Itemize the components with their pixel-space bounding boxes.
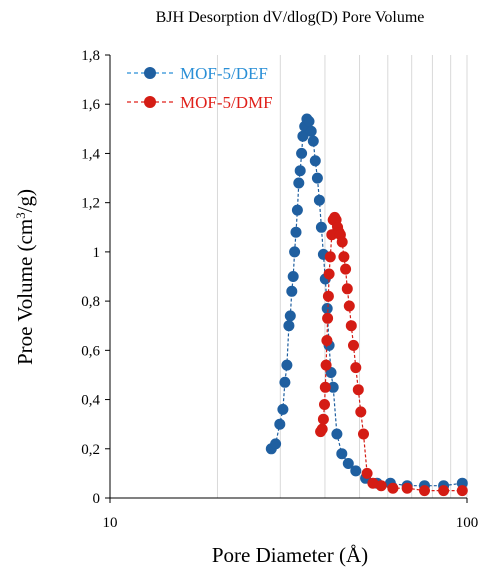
data-point (307, 135, 319, 147)
data-point (324, 251, 336, 263)
y-tick-label: 0,6 (81, 343, 100, 359)
data-point (318, 398, 330, 410)
x-tick-label: 100 (456, 515, 479, 531)
data-point (401, 482, 413, 494)
data-point (296, 147, 308, 159)
y-axis-title-end: /g) (13, 189, 37, 212)
data-point (321, 334, 333, 346)
data-point (311, 172, 323, 184)
legend-marker-def (144, 67, 156, 79)
y-tick-label: 1,6 (81, 97, 100, 113)
legend: MOF-5/DEF MOF-5/DMF (127, 64, 273, 112)
series (265, 113, 468, 497)
series-1 (315, 211, 468, 497)
legend-marker-dmf (144, 96, 156, 108)
data-point (322, 312, 334, 324)
data-point (277, 403, 289, 415)
y-tick-label: 0 (93, 491, 101, 507)
data-point (319, 381, 331, 393)
data-point (341, 283, 353, 295)
data-point (438, 485, 450, 497)
data-point (317, 413, 329, 425)
y-tick-label: 1,8 (81, 48, 100, 64)
y-tick-label: 0,8 (81, 294, 100, 310)
data-point (293, 177, 305, 189)
legend-item-def: MOF-5/DEF (127, 64, 268, 83)
grid (216, 55, 468, 498)
data-point (290, 226, 302, 238)
y-tick-label: 0,4 (81, 393, 100, 409)
legend-label-dmf: MOF-5/DMF (180, 93, 273, 112)
y-axis-title-sup: 3 (13, 212, 28, 219)
y-tick-label: 1 (93, 245, 101, 261)
data-point (323, 268, 335, 280)
data-point (291, 204, 303, 216)
data-point (375, 480, 387, 492)
y-tick-label: 1,4 (81, 146, 100, 162)
data-point (286, 285, 298, 297)
data-point (343, 300, 355, 312)
data-point (284, 310, 296, 322)
data-point (352, 384, 364, 396)
legend-label-def: MOF-5/DEF (180, 64, 268, 83)
data-point (274, 418, 286, 430)
data-point (347, 339, 359, 351)
data-point (321, 302, 333, 314)
data-point (355, 406, 367, 418)
data-point (315, 221, 327, 233)
data-point (287, 270, 299, 282)
data-point (387, 482, 399, 494)
x-axis-title: Pore Diameter (Å) (212, 543, 368, 567)
x-tick-label: 10 (103, 515, 118, 531)
y-tick-label: 0,2 (81, 442, 100, 458)
data-point (357, 428, 369, 440)
data-point (338, 251, 350, 263)
data-point (316, 423, 328, 435)
data-point (336, 448, 348, 460)
data-point (350, 362, 362, 374)
data-point (294, 165, 306, 177)
data-point (289, 246, 301, 258)
data-point (305, 125, 317, 137)
tick-labels: 0 0,2 0,4 0,6 0,8 1 1,2 1,4 1,6 1,8 10 100 (81, 48, 478, 531)
data-point (340, 263, 352, 275)
data-point (322, 290, 334, 302)
data-point (331, 428, 343, 440)
axes (105, 54, 468, 503)
chart-title: BJH Desorption dV/dlog(D) Pore Volume (156, 9, 425, 26)
data-point (281, 359, 293, 371)
y-axis-title-main: Proe Volume (cm (13, 219, 37, 365)
data-point (336, 236, 348, 248)
data-point (456, 485, 468, 497)
data-point (361, 467, 373, 479)
data-point (320, 359, 332, 371)
y-tick-label: 1,2 (81, 196, 100, 212)
data-point (309, 155, 321, 167)
data-point (270, 438, 282, 450)
legend-item-dmf: MOF-5/DMF (127, 93, 273, 112)
data-point (418, 485, 430, 497)
data-point (283, 320, 295, 332)
data-point (350, 465, 362, 477)
y-axis-title: Proe Volume (cm3/g) (13, 189, 38, 365)
data-point (345, 320, 357, 332)
data-point (342, 457, 354, 469)
data-point (303, 115, 315, 127)
data-point (313, 194, 325, 206)
data-point (279, 376, 291, 388)
